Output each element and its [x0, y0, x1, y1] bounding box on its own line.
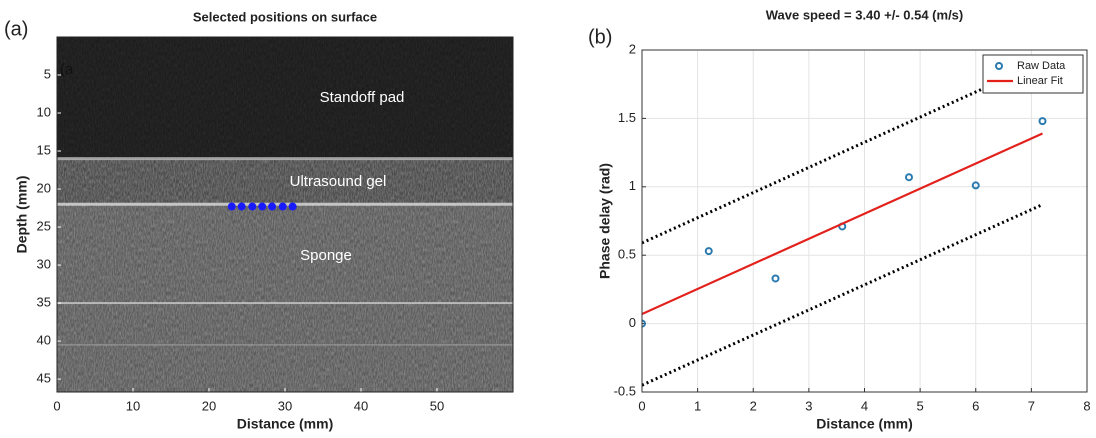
speckle: [57, 158, 513, 392]
annotation: Ultrasound gel: [290, 173, 387, 190]
x-tick-label: 30: [278, 398, 292, 413]
panel-label: (b): [588, 26, 612, 48]
x-tick-label: 4: [861, 398, 868, 413]
tissue-interface: [57, 302, 513, 305]
y-tick-label: 1.5: [618, 110, 636, 125]
data-point: [1038, 117, 1047, 126]
y-tick-label: 40: [37, 333, 51, 348]
annotation: (a: [60, 61, 74, 78]
axes-frame: [56, 36, 514, 393]
selected-point: [258, 202, 267, 211]
data-point: [642, 319, 646, 328]
x-tick-label: 5: [917, 398, 924, 413]
speckle-top: [57, 37, 513, 159]
data-point: [971, 181, 980, 190]
y-tick-label: 0: [629, 315, 636, 330]
y-tick-label: 1: [629, 178, 636, 193]
y-tick-label: 25: [37, 218, 51, 233]
x-tick-label: 7: [1028, 398, 1035, 413]
y-axis-label: Depth (mm): [14, 176, 30, 254]
annotation: Standoff pad: [320, 89, 405, 106]
y-tick-label: 45: [37, 371, 51, 386]
x-tick-label: 0: [53, 398, 60, 413]
x-tick-label: 2: [750, 398, 757, 413]
tissue-interface: [57, 344, 513, 346]
y-axis-label: Phase delay (rad): [597, 163, 613, 279]
x-tick-label: 50: [430, 398, 444, 413]
x-tick-label: 1: [694, 398, 701, 413]
confidence-bound: [642, 85, 988, 245]
y-tick-label: 35: [37, 294, 51, 309]
confidence-bound: [642, 203, 1044, 387]
selected-point: [227, 202, 236, 211]
x-tick-label: 10: [126, 398, 140, 413]
y-tick-label: 5: [44, 66, 51, 81]
y-tick-label: 0.5: [618, 247, 636, 262]
y-tick-label: 2: [629, 41, 636, 56]
y-tick-label: -0.5: [614, 383, 636, 398]
legend-label: Linear Fit: [1017, 75, 1063, 87]
x-tick-label: 3: [805, 398, 812, 413]
chart-title: Wave speed = 3.40 +/- 0.54 (m/s): [766, 7, 964, 22]
y-tick-label: 30: [37, 256, 51, 271]
legend-marker: [995, 62, 1003, 70]
axes-frame: [641, 49, 1088, 393]
y-tick-label: 15: [37, 142, 51, 157]
fit-line: [642, 132, 1043, 316]
data-point: [771, 274, 780, 283]
chart-title: Selected positions on surface: [193, 9, 377, 24]
legend-box: [982, 54, 1084, 94]
annotation: Sponge: [300, 247, 352, 264]
y-tick-label: 10: [37, 104, 51, 119]
panel-label: (a): [4, 18, 28, 40]
x-tick-label: 6: [972, 398, 979, 413]
x-tick-label: 8: [1083, 398, 1090, 413]
data-point: [905, 173, 913, 182]
selected-point: [288, 202, 297, 211]
selected-point: [248, 202, 257, 211]
x-tick-label: 20: [202, 398, 216, 413]
x-axis-label: Distance (mm): [237, 416, 333, 432]
data-point: [704, 247, 713, 256]
selected-point: [237, 202, 246, 211]
selected-point: [278, 202, 287, 211]
x-tick-label: 0: [638, 398, 645, 413]
y-tick-label: 20: [37, 180, 51, 195]
legend-label: Raw Data: [1017, 60, 1066, 72]
plot-layer: [642, 85, 1047, 387]
tissue-interface: [57, 157, 513, 161]
x-tick-label: 40: [354, 398, 368, 413]
selected-point: [268, 202, 277, 211]
x-axis-label: Distance (mm): [816, 416, 912, 432]
